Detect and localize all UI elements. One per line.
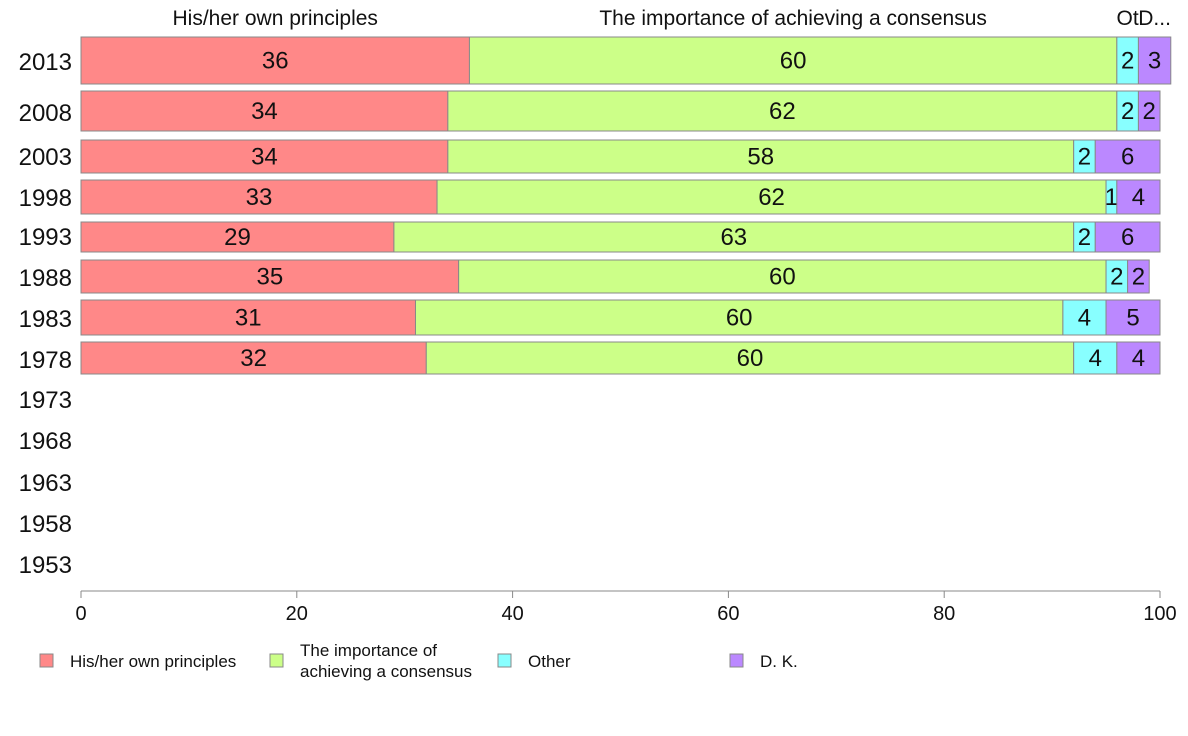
legend-swatch	[269, 653, 284, 668]
bar-segment	[436, 179, 1107, 215]
bar-segment	[1116, 341, 1161, 375]
data-label: 4	[1132, 345, 1145, 372]
year-label: 1973	[19, 387, 72, 414]
year-label: 2003	[19, 144, 72, 171]
bar-segment	[393, 221, 1075, 253]
data-label: 2	[1132, 264, 1145, 291]
data-label: 29	[224, 224, 251, 251]
data-label: 2	[1121, 98, 1134, 125]
data-label: 2	[1110, 264, 1123, 291]
bar-segment	[447, 90, 1118, 132]
x-tick-label: 100	[1143, 603, 1176, 625]
legend-swatch	[497, 653, 512, 668]
year-label: 1978	[19, 347, 72, 374]
data-label: 60	[737, 345, 764, 372]
data-label: 6	[1121, 144, 1134, 171]
data-label: 60	[769, 264, 796, 291]
data-label: 33	[246, 184, 273, 211]
bars: 36 60 2 334 62 2 234 58 2 633 62 1 429 63 2 635 60 2 231 60…	[80, 36, 1172, 375]
column-header: Ot	[1117, 7, 1139, 30]
data-label: 3	[1148, 48, 1161, 75]
x-axis: 0 20 40 60 80 100	[75, 590, 1177, 625]
x-tick-label: 40	[501, 603, 523, 625]
data-label: 6	[1121, 224, 1134, 251]
bar-segment	[80, 90, 449, 132]
column-headers: His/her own principles The importance of …	[173, 7, 1171, 30]
legend-swatch	[729, 653, 744, 668]
x-tick-label: 80	[933, 603, 955, 625]
x-tick-label: 20	[286, 603, 308, 625]
legend-label: achieving a consensus	[300, 662, 472, 681]
data-label: 2	[1078, 224, 1091, 251]
bar-segment	[1073, 341, 1118, 375]
legend: His/her own principles The importance of a…	[39, 641, 798, 681]
data-label: 63	[720, 224, 747, 251]
x-tick-label: 60	[717, 603, 739, 625]
bar-segment	[468, 36, 1118, 85]
bar-segment	[1105, 299, 1161, 336]
data-label: 4	[1089, 345, 1102, 372]
bar-segment	[80, 341, 427, 375]
bar-segment	[414, 299, 1064, 336]
column-header: His/her own principles	[173, 7, 378, 30]
bar-segment	[1127, 259, 1150, 294]
data-label: 5	[1126, 305, 1139, 332]
data-label: 2	[1078, 144, 1091, 171]
data-label: 62	[769, 98, 796, 125]
bar-segment	[1116, 179, 1161, 215]
legend-label: Other	[528, 652, 571, 671]
column-header: The importance of achieving a consensus	[599, 7, 987, 30]
data-label: 1	[1105, 184, 1118, 211]
data-label: 34	[251, 98, 278, 125]
bar-segment	[1137, 90, 1161, 132]
year-label: 1963	[19, 470, 72, 497]
year-label: 1968	[19, 428, 72, 455]
bar-segment	[425, 341, 1075, 375]
data-label: 4	[1132, 184, 1145, 211]
data-label: 62	[758, 184, 785, 211]
bar-segment	[80, 259, 460, 294]
data-label: 60	[780, 48, 807, 75]
data-label: 2	[1143, 98, 1156, 125]
year-label: 1953	[19, 552, 72, 579]
bar-segment	[1062, 299, 1107, 336]
bar-segment	[80, 139, 449, 174]
legend-label: His/her own principles	[70, 652, 236, 671]
bar-segment	[458, 259, 1107, 294]
data-label: 36	[262, 48, 289, 75]
bar-segment	[447, 139, 1075, 174]
data-label: 58	[747, 144, 774, 171]
bar-segment	[1094, 139, 1161, 174]
data-label: 4	[1078, 305, 1091, 332]
data-label: 2	[1121, 48, 1134, 75]
year-label: 2008	[19, 100, 72, 127]
data-label: 32	[240, 345, 267, 372]
year-labels: 2013 2008 2003 1998 1993 1988 1983 1978 1973 1968…	[19, 49, 72, 579]
x-tick-label: 0	[75, 603, 86, 625]
legend-label: The importance of	[300, 641, 437, 660]
bar-segment	[1094, 221, 1161, 253]
year-label: 2013	[19, 49, 72, 76]
year-label: 1998	[19, 185, 72, 212]
bar-segment	[80, 179, 438, 215]
legend-label: D. K.	[760, 652, 798, 671]
data-label: 34	[251, 144, 278, 171]
year-label: 1983	[19, 306, 72, 333]
bar-segment	[1137, 36, 1172, 85]
bar-segment	[80, 36, 470, 85]
year-label: 1988	[19, 265, 72, 292]
data-label: 60	[726, 305, 753, 332]
year-label: 1958	[19, 511, 72, 538]
legend-swatch	[39, 653, 54, 668]
year-label: 1993	[19, 224, 72, 251]
data-label: 31	[235, 305, 262, 332]
column-header: D...	[1138, 7, 1171, 30]
data-label: 35	[256, 264, 283, 291]
